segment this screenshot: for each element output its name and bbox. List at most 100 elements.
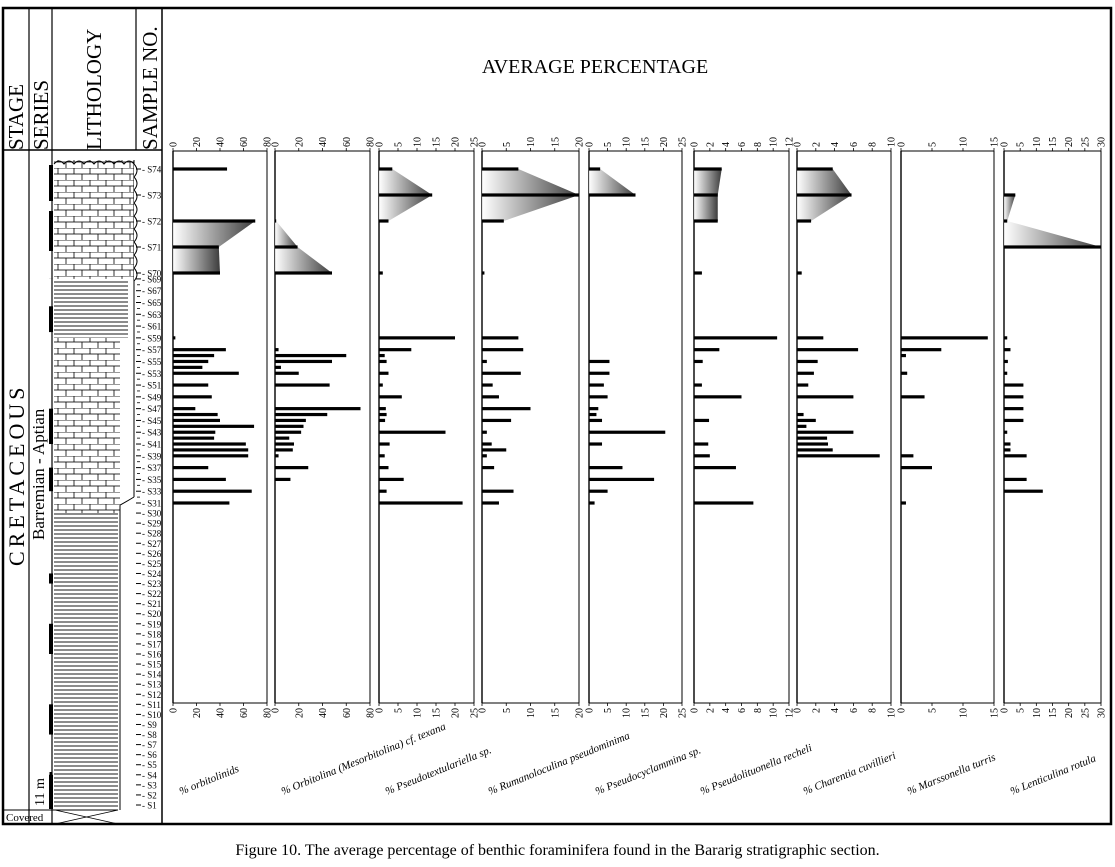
lith-wavy-edge bbox=[133, 163, 138, 282]
tick-label-bottom: 2 bbox=[705, 708, 716, 713]
lith-marker-bar bbox=[49, 211, 53, 251]
data-bar bbox=[589, 501, 595, 505]
profile-wedge bbox=[173, 221, 256, 247]
data-bar bbox=[589, 407, 599, 411]
data-bar bbox=[589, 193, 636, 197]
data-bar bbox=[173, 167, 228, 171]
data-bar bbox=[379, 477, 404, 482]
tick-label-bottom: 5 bbox=[928, 708, 939, 713]
profile-wedge bbox=[797, 169, 852, 195]
lith-marker-bar bbox=[49, 704, 53, 735]
header-sample-no: SAMPLE NO. bbox=[138, 26, 162, 150]
tick-label-bottom: 80 bbox=[366, 708, 377, 718]
chart-panel: 0 0 5 5 10 10 15 15 20 20 25 25 % Pseudotextulariell… bbox=[375, 137, 494, 798]
tick-label-bottom: 40 bbox=[318, 708, 329, 718]
profile-wedge bbox=[482, 195, 579, 221]
tick-label-top: 10 bbox=[959, 137, 970, 147]
data-bar bbox=[797, 442, 829, 446]
data-bar bbox=[275, 359, 332, 364]
data-bar bbox=[901, 353, 906, 358]
tick-label-top: 0 bbox=[897, 142, 908, 147]
tick-label-top: 20 bbox=[294, 137, 305, 147]
tick-label-bottom: 25 bbox=[470, 708, 481, 718]
tick-label-top: 8 bbox=[868, 142, 879, 147]
tick-label-top: 10 bbox=[526, 137, 537, 147]
data-bar bbox=[589, 418, 603, 423]
data-bar bbox=[482, 167, 519, 171]
tick-label-bottom: 6 bbox=[737, 708, 748, 713]
data-bar bbox=[379, 442, 390, 446]
tick-label-bottom: 0 bbox=[169, 708, 180, 713]
tick-label-bottom: 0 bbox=[585, 708, 596, 713]
data-bar bbox=[901, 395, 925, 399]
sample-label: - S63 bbox=[142, 310, 162, 320]
tick-label-bottom: 0 bbox=[271, 708, 282, 713]
tick-label-bottom: 8 bbox=[753, 708, 764, 713]
tick-label-bottom: 20 bbox=[575, 708, 586, 718]
sample-label: - S18 bbox=[142, 629, 162, 639]
profile-wedge bbox=[797, 195, 852, 221]
data-bar bbox=[379, 371, 389, 375]
data-bar bbox=[173, 407, 196, 411]
data-bar bbox=[589, 442, 603, 446]
data-bar bbox=[589, 359, 610, 364]
sample-label: - S72 bbox=[142, 217, 161, 227]
sample-label: - S59 bbox=[142, 333, 162, 343]
sample-label: - S43 bbox=[142, 428, 162, 438]
profile-wedge bbox=[275, 221, 298, 247]
profile-wedge bbox=[379, 169, 433, 195]
data-bar bbox=[694, 193, 718, 197]
profile-wedge bbox=[1004, 221, 1101, 247]
data-bar bbox=[1004, 336, 1008, 340]
data-bar bbox=[379, 454, 385, 458]
lith-edge bbox=[119, 496, 135, 506]
sample-label: - S67 bbox=[142, 286, 162, 296]
sample-label: - S41 bbox=[142, 440, 161, 450]
tick-label-bottom: 5 bbox=[394, 708, 405, 713]
data-bar bbox=[275, 430, 302, 434]
data-bar bbox=[589, 371, 610, 375]
chart-label: % orbitolinids bbox=[178, 763, 241, 798]
tick-label-bottom: 15 bbox=[990, 708, 1001, 718]
tick-label-bottom: 6 bbox=[849, 708, 860, 713]
data-bar bbox=[797, 454, 880, 458]
data-bar bbox=[694, 454, 710, 458]
data-bar bbox=[589, 430, 666, 434]
data-bar bbox=[1004, 442, 1011, 446]
tick-label-bottom: 10 bbox=[769, 708, 780, 718]
data-bar bbox=[275, 436, 290, 440]
header-series: SERIES bbox=[29, 80, 53, 150]
sample-label: - S8 bbox=[142, 730, 157, 740]
sample-label: - S17 bbox=[142, 639, 162, 649]
data-bar bbox=[1004, 489, 1043, 493]
tick-label-top: 80 bbox=[366, 137, 377, 147]
data-bar bbox=[275, 466, 309, 470]
data-bar bbox=[482, 407, 531, 411]
tick-label-bottom: 10 bbox=[413, 708, 424, 718]
sample-label: - S14 bbox=[142, 670, 162, 680]
data-bar bbox=[797, 193, 852, 197]
sample-label: - S70 bbox=[142, 269, 162, 279]
sample-label: - S39 bbox=[142, 451, 162, 461]
data-bar bbox=[694, 348, 720, 352]
chart-label: % Lenticulina rotula bbox=[1009, 752, 1099, 797]
sample-axis: - S1- S2- S3- S4- S5- S6- S7- S8- S9- S1… bbox=[136, 165, 162, 811]
data-bar bbox=[694, 442, 709, 446]
tick-label-top: 25 bbox=[1080, 137, 1091, 147]
tick-label-top: 10 bbox=[622, 137, 633, 147]
sample-label: - S7 bbox=[142, 740, 157, 750]
data-bar bbox=[589, 167, 601, 171]
data-bar bbox=[379, 501, 463, 505]
tick-label-top: 15 bbox=[550, 137, 561, 147]
tick-label-bottom: 10 bbox=[1032, 708, 1043, 718]
data-bar bbox=[379, 193, 433, 197]
sample-label: - S28 bbox=[142, 529, 162, 539]
figure-caption: Figure 10. The average percentage of ben… bbox=[235, 842, 880, 859]
tick-label-top: 20 bbox=[192, 137, 203, 147]
stage-name: CRETACEOUS bbox=[4, 384, 29, 566]
data-bar bbox=[797, 271, 802, 275]
lith-top-contact bbox=[53, 160, 135, 165]
sample-label: - S37 bbox=[142, 463, 162, 473]
scale-label: 11 m bbox=[33, 778, 48, 806]
tick-label-top: 5 bbox=[1016, 142, 1027, 147]
